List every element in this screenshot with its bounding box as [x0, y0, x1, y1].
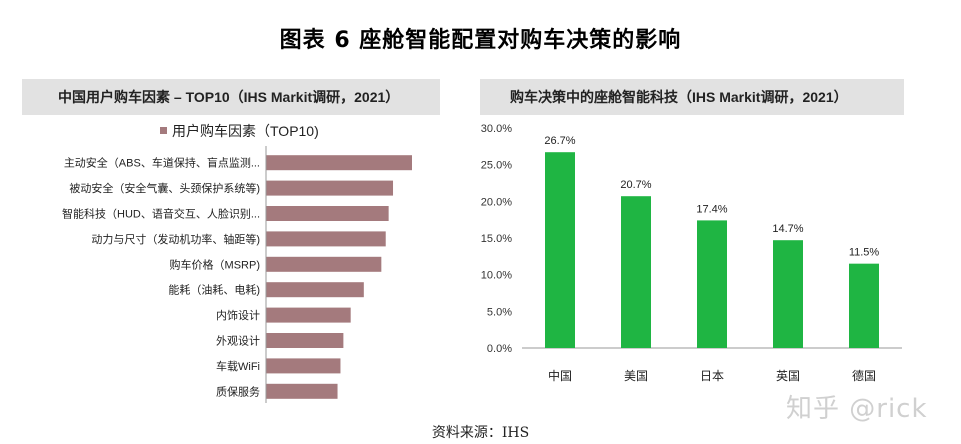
- y-tick-label: 15.0%: [481, 233, 512, 245]
- figure-title: 图表 6 座舱智能配置对购车决策的影响: [279, 28, 682, 53]
- right-bar: [621, 196, 651, 348]
- x-category-label: 中国: [548, 368, 572, 383]
- data-label: 11.5%: [849, 247, 880, 259]
- watermark: 知乎 @rick: [786, 394, 928, 424]
- left-category-label: 能耗（油耗、电耗): [168, 283, 260, 297]
- data-label: 17.4%: [696, 203, 727, 215]
- x-category-label: 德国: [852, 368, 876, 383]
- left-bar: [266, 155, 412, 171]
- left-bar: [266, 256, 382, 272]
- left-chart-title: 中国用户购车因素 – TOP10（IHS Markit调研，2021）: [22, 79, 440, 115]
- left-category-label: 车载WiFi: [216, 359, 260, 373]
- data-label: 26.7%: [544, 135, 575, 147]
- left-bar: [266, 358, 341, 374]
- left-category-label: 内饰设计: [216, 308, 260, 322]
- data-label: 20.7%: [620, 179, 651, 191]
- left-category-label: 外观设计: [216, 335, 260, 348]
- data-label: 14.7%: [772, 223, 803, 235]
- x-category-label: 日本: [700, 369, 724, 383]
- left-bar: [266, 231, 386, 247]
- x-category-label: 英国: [776, 369, 800, 383]
- left-category-label: 质保服务: [216, 384, 260, 398]
- x-category-label: 美国: [624, 369, 648, 383]
- y-tick-label: 25.0%: [481, 160, 512, 172]
- left-bar: [266, 282, 364, 298]
- right-bar: [773, 240, 803, 348]
- y-tick-label: 30.0%: [481, 123, 512, 135]
- right-bar: [849, 263, 879, 348]
- legend-label: 用户购车因素（TOP10): [172, 123, 319, 139]
- y-tick-label: 0.0%: [487, 343, 512, 355]
- left-category-label: 购车价格（MSRP): [170, 257, 260, 271]
- left-category-label: 智能科技（HUD、语音交互、人脸识别...: [62, 207, 260, 221]
- y-tick-label: 10.0%: [481, 270, 512, 282]
- left-category-label: 主动安全（ABS、车道保持、盲点监测...: [64, 156, 260, 170]
- left-legend: 用户购车因素（TOP10): [160, 123, 319, 139]
- legend-swatch: [160, 127, 167, 134]
- right-chart-title: 购车决策中的座舱智能科技（IHS Markit调研，2021）: [480, 79, 904, 115]
- left-bar: [266, 206, 389, 221]
- left-category-label: 被动安全（安全气囊、头颈保护系统等): [69, 181, 260, 195]
- source-note: 资料来源：IHS: [431, 425, 530, 441]
- left-bar: [266, 333, 344, 348]
- left-bar: [266, 383, 338, 399]
- left-bar-chart: 用户购车因素（TOP10) 主动安全（ABS、车道保持、盲点监测... 被动安全（…: [62, 123, 412, 403]
- right-bar: [697, 220, 727, 348]
- left-category-label: 动力与尺寸（发动机功率、轴距等): [91, 232, 260, 246]
- y-tick-label: 5.0%: [487, 306, 512, 318]
- right-bar: [545, 152, 575, 348]
- y-tick-label: 20.0%: [481, 196, 512, 208]
- left-bar: [266, 180, 394, 196]
- right-bar-chart: 0.0% 5.0% 10.0% 15.0% 20.0% 25.0% 30.0% 26.7% 中…: [481, 123, 902, 383]
- left-bar: [266, 307, 351, 323]
